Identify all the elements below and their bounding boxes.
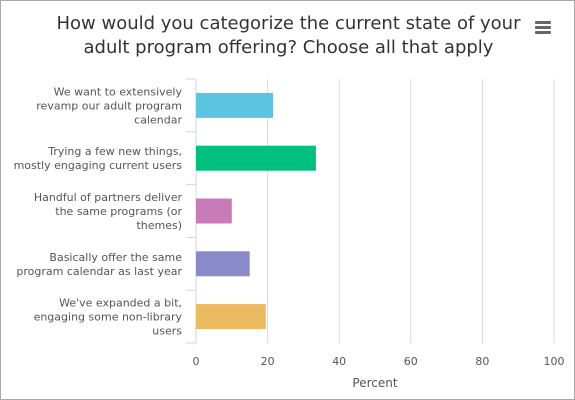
category-label-5: We've expanded a bit, engaging some non-l… xyxy=(34,297,183,338)
category-label-line: engaging some non-library xyxy=(34,311,183,324)
category-label-line: calendar xyxy=(134,113,182,126)
x-tick-label-60: 60 xyxy=(404,355,418,368)
category-label-line: the same programs (or xyxy=(55,205,182,218)
bar-4 xyxy=(196,251,250,277)
bar-2 xyxy=(196,145,316,171)
x-tick-label-40: 40 xyxy=(332,355,346,368)
category-label-line: We've expanded a bit, xyxy=(59,297,182,310)
category-label-line: revamp our adult program xyxy=(36,99,182,112)
category-label-4: Basically offer the same program calendar… xyxy=(16,251,182,278)
category-label-line: users xyxy=(152,325,182,338)
x-tick-label-80: 80 xyxy=(475,355,489,368)
x-tick-label-100: 100 xyxy=(544,355,565,368)
bar-5 xyxy=(196,304,266,330)
category-label-line: Handful of partners deliver xyxy=(34,191,183,204)
x-tick-label-20: 20 xyxy=(261,355,275,368)
chart-title: How would you categorize the current sta… xyxy=(56,13,521,58)
category-label-line: Trying a few new things, xyxy=(47,145,182,158)
x-tick-label-0: 0 xyxy=(193,355,200,368)
category-label-line: mostly engaging current users xyxy=(14,159,183,172)
bar-3 xyxy=(196,198,232,224)
hamburger-menu-icon[interactable] xyxy=(530,17,556,39)
category-label-line: Basically offer the same xyxy=(49,251,182,264)
category-label-line: program calendar as last year xyxy=(16,265,182,278)
category-label-line: We want to extensively xyxy=(54,85,183,98)
bar-1 xyxy=(196,92,273,118)
category-label-line: themes) xyxy=(136,219,182,232)
category-label-2: Trying a few new things, mostly engaging … xyxy=(14,145,183,172)
x-axis-title: Percent xyxy=(352,376,397,390)
category-label-1: We want to extensively revamp our adult p… xyxy=(36,85,182,126)
category-label-3: Handful of partners deliver the same prog… xyxy=(34,191,183,232)
